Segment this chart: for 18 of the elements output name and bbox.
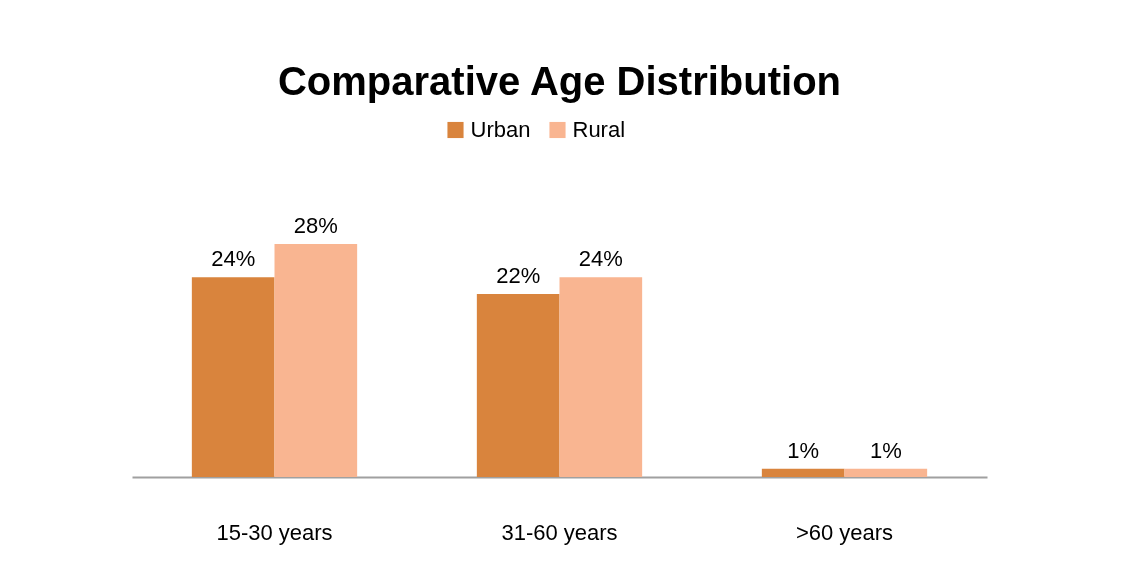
data-label: 22% xyxy=(496,262,541,288)
x-tick-label: 15-30 years xyxy=(216,519,333,545)
legend-label: Rural xyxy=(572,117,626,142)
bar xyxy=(191,277,275,477)
data-label: 24% xyxy=(211,246,256,272)
bar xyxy=(844,468,928,477)
bar xyxy=(476,293,560,477)
data-label: 1% xyxy=(787,437,820,463)
data-label: 28% xyxy=(293,213,338,238)
legend-label: Urban xyxy=(470,117,531,142)
x-tick-label: >60 years xyxy=(795,519,894,545)
x-tick-label: 31-60 years xyxy=(501,519,618,545)
bar xyxy=(559,277,643,477)
bar xyxy=(761,468,845,477)
data-label: 24% xyxy=(578,246,623,272)
chart-title: Comparative Age Distribution xyxy=(277,59,842,103)
data-label: 1% xyxy=(869,437,902,463)
bar xyxy=(274,244,358,477)
